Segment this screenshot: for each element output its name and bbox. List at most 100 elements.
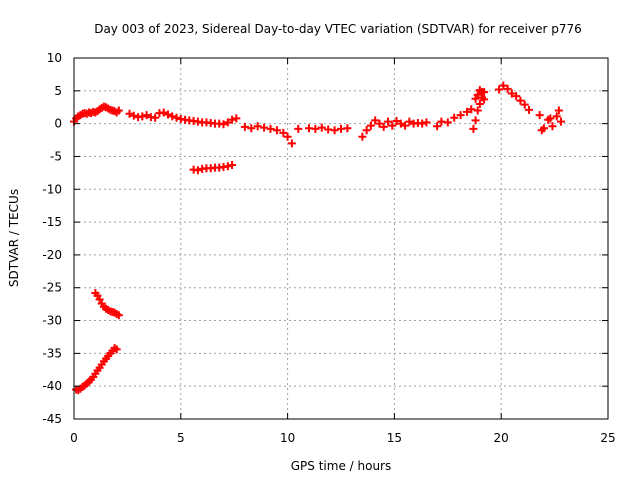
y-tick-label: -45 (42, 412, 62, 426)
plot-frame (73, 57, 609, 420)
data-point (537, 126, 546, 135)
axis-ticks: 0 5 10 15 20 25 10 5 0 -5 -10 -15 -20 -25 -30 -35 -40 -45 (42, 51, 615, 445)
y-tick-label: -35 (42, 346, 62, 360)
data-point (473, 90, 482, 99)
data-point (516, 96, 525, 105)
data-point (317, 123, 326, 132)
data-point (471, 116, 480, 125)
y-tick-label: -15 (42, 215, 62, 229)
x-axis-label: GPS time / hours (291, 459, 392, 473)
data-point (283, 132, 292, 141)
data-point (266, 124, 275, 133)
y-tick-label: 10 (47, 51, 62, 65)
data-point (272, 126, 281, 135)
data-point (477, 93, 486, 102)
data-point (520, 100, 529, 109)
data-point (343, 124, 352, 133)
data-point (507, 89, 516, 98)
data-point (450, 113, 459, 122)
data-point (172, 113, 181, 122)
data-point (512, 92, 521, 101)
data-point (240, 122, 249, 131)
data-point (443, 118, 452, 127)
data-point (473, 106, 482, 115)
x-tick-label: 5 (177, 431, 185, 445)
data-point (524, 105, 533, 114)
data-point (219, 120, 228, 129)
data-point (294, 124, 303, 133)
x-tick-label: 15 (387, 431, 402, 445)
data-point (535, 111, 544, 120)
data-point (375, 119, 384, 128)
x-tick-label: 10 (280, 431, 295, 445)
data-point (253, 122, 262, 131)
data-points (70, 81, 566, 395)
x-tick-label: 20 (494, 431, 509, 445)
data-point (287, 139, 296, 148)
data-point (422, 118, 431, 127)
data-point (546, 114, 555, 123)
data-point (392, 117, 401, 126)
data-point (125, 109, 134, 118)
data-point (552, 112, 561, 121)
data-point (279, 128, 288, 137)
data-point (418, 119, 427, 128)
data-point (557, 117, 566, 126)
data-point (228, 115, 237, 124)
data-point (151, 113, 160, 122)
data-point (456, 111, 465, 120)
data-point (228, 160, 237, 169)
data-point (383, 117, 392, 126)
data-point (495, 85, 504, 94)
data-point (223, 118, 232, 127)
data-point (548, 122, 557, 131)
grid (74, 58, 608, 419)
data-point (379, 122, 388, 131)
x-tick-label: 0 (70, 431, 78, 445)
data-point (475, 99, 484, 108)
data-point (330, 126, 339, 135)
data-point (163, 110, 172, 119)
chart-title: Day 003 of 2023, Sidereal Day-to-day VTE… (94, 22, 582, 36)
data-point (260, 123, 269, 132)
y-tick-label: -30 (42, 314, 62, 328)
data-point (503, 84, 512, 93)
data-point (401, 121, 410, 130)
data-point (168, 112, 177, 121)
data-point (193, 166, 202, 175)
y-tick-label: 0 (54, 117, 62, 131)
data-point (247, 124, 256, 133)
data-point (362, 126, 371, 135)
data-point (396, 119, 405, 128)
data-point (371, 116, 380, 125)
data-point (159, 108, 168, 117)
data-point (433, 122, 442, 131)
data-point (129, 111, 138, 120)
data-point (112, 345, 121, 354)
data-point (142, 111, 151, 120)
data-point (499, 81, 508, 90)
data-point (114, 106, 123, 115)
y-tick-label: -5 (50, 149, 62, 163)
data-point (405, 117, 414, 126)
data-point (223, 162, 232, 171)
data-point (469, 124, 478, 133)
data-point (358, 132, 367, 141)
y-tick-label: -20 (42, 248, 62, 262)
data-point (480, 88, 489, 97)
data-point (463, 107, 472, 116)
y-axis-label: SDTVAR / TECUs (7, 189, 21, 287)
y-tick-label: -25 (42, 281, 62, 295)
y-tick-label: -10 (42, 182, 62, 196)
y-tick-label: -40 (42, 379, 62, 393)
data-point (366, 121, 375, 130)
data-point (388, 121, 397, 130)
x-tick-label: 25 (600, 431, 615, 445)
data-point (554, 106, 563, 115)
y-tick-label: 5 (54, 84, 62, 98)
data-point (138, 112, 147, 121)
data-point (311, 124, 320, 133)
data-point (114, 311, 123, 320)
data-point (232, 114, 241, 123)
